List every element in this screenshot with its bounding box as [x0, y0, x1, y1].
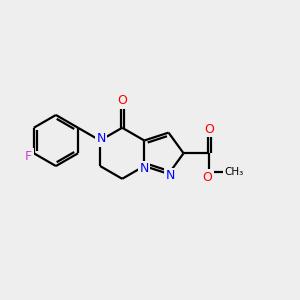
Text: N: N	[139, 162, 149, 175]
Text: O: O	[117, 94, 127, 107]
Text: CH₃: CH₃	[224, 167, 243, 177]
Text: O: O	[202, 171, 212, 184]
Text: F: F	[25, 150, 32, 163]
Text: N: N	[166, 169, 175, 182]
Text: N: N	[96, 132, 106, 146]
Text: O: O	[204, 123, 214, 136]
